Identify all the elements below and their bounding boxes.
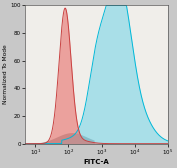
X-axis label: FITC-A: FITC-A xyxy=(84,159,109,164)
Y-axis label: Normalized To Mode: Normalized To Mode xyxy=(4,45,8,104)
